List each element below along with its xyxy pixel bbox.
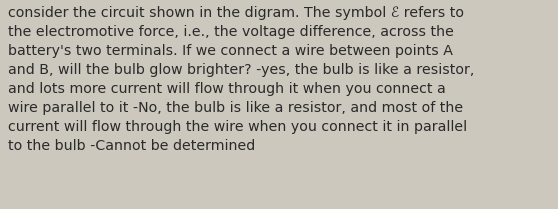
Text: consider the circuit shown in the digram. The symbol ℰ refers to
the electromoti: consider the circuit shown in the digram… (8, 6, 474, 153)
